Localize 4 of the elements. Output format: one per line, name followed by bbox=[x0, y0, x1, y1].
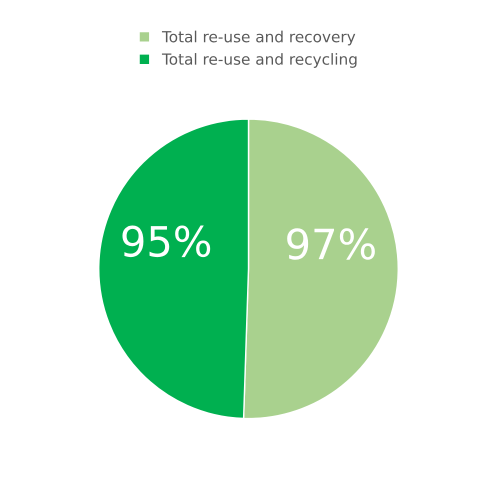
legend-label: Total re-use and recycling bbox=[162, 53, 357, 68]
data-label: 95% bbox=[122, 226, 210, 258]
legend-label: Total re-use and recovery bbox=[162, 30, 356, 46]
data-label: 97% bbox=[287, 228, 375, 260]
